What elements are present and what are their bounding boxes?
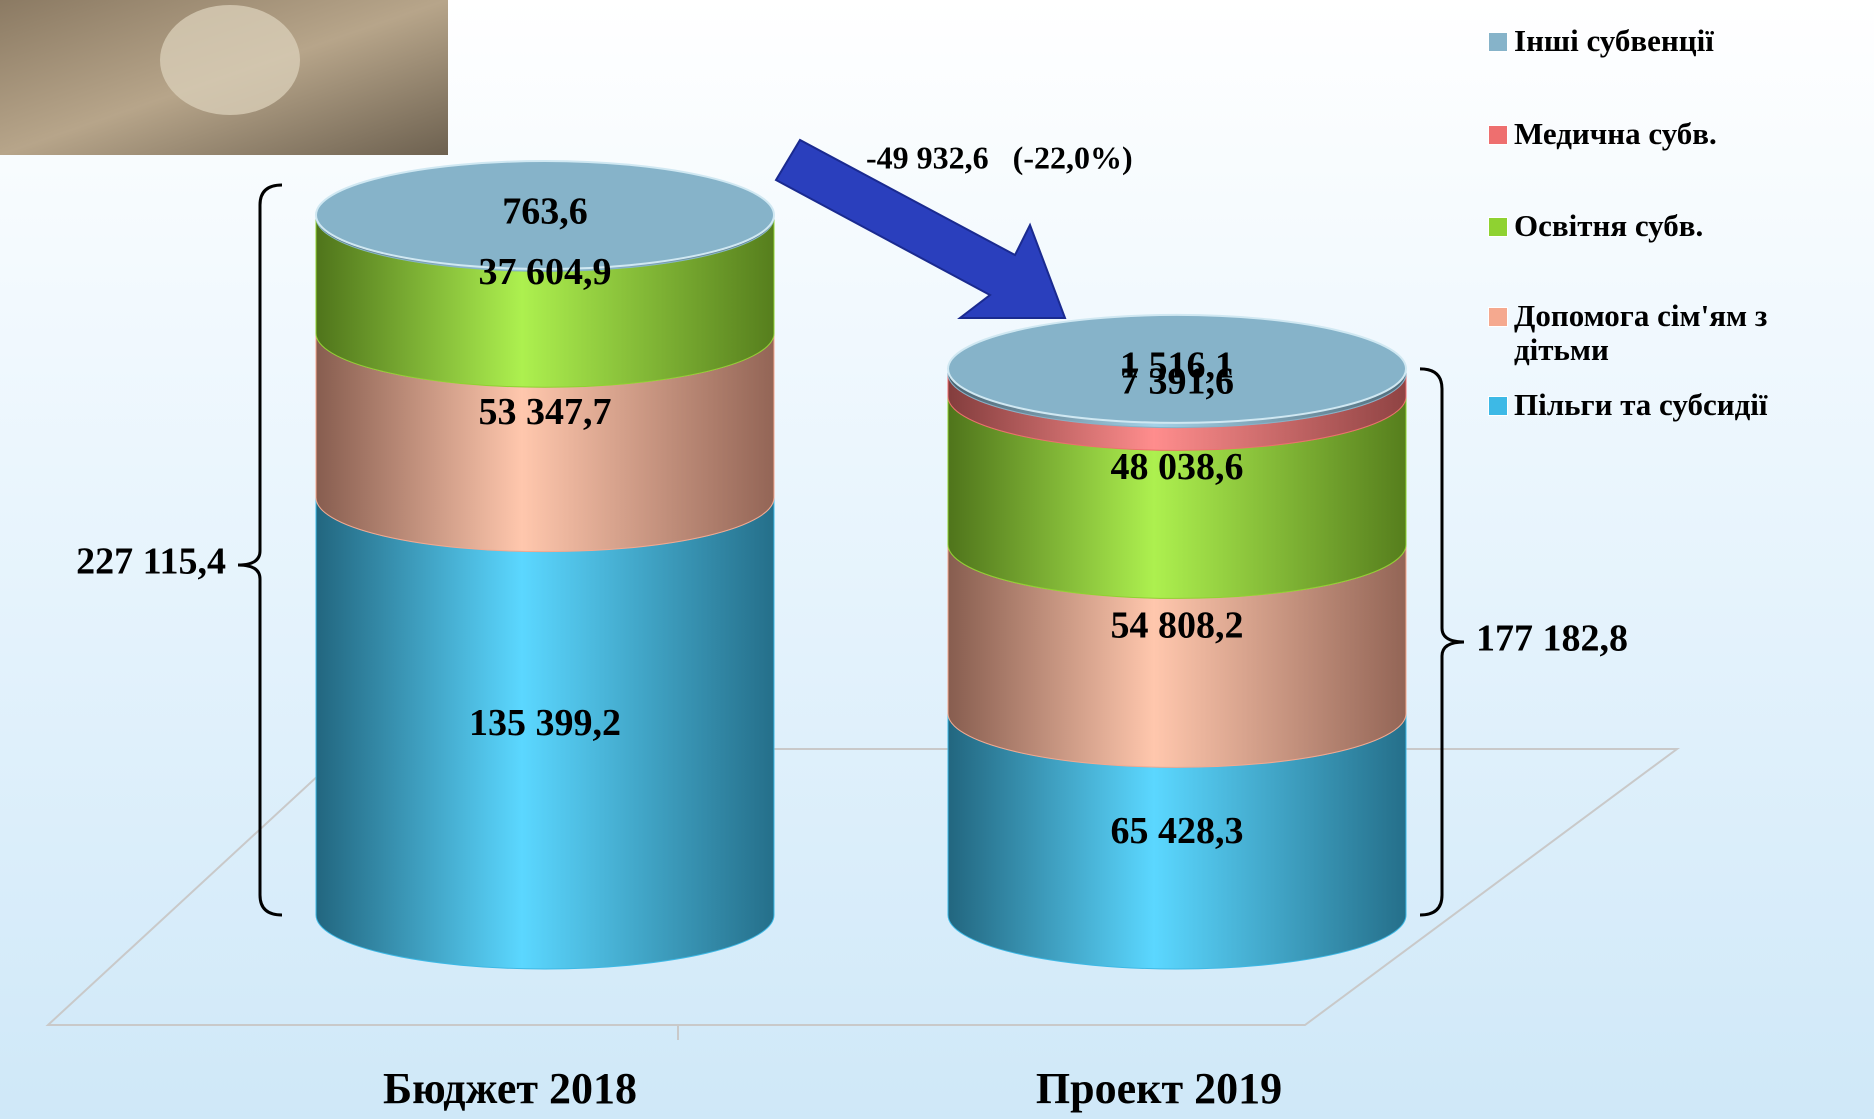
legend-swatch xyxy=(1488,307,1508,327)
total-bracket xyxy=(237,183,283,917)
value-label: 65 428,3 xyxy=(1111,810,1244,852)
legend-item: Пільги та субсидії xyxy=(1488,388,1868,422)
change-annotation: -49 932,6 (-22,0%) xyxy=(866,139,1133,175)
x-tick-label: Проект 2019 xyxy=(1036,1064,1282,1113)
legend-label: Медична субв. xyxy=(1514,116,1717,151)
legend-label: Допомога сім'ям з дітьми xyxy=(1514,298,1768,367)
legend-label: Освітня субв. xyxy=(1514,208,1704,243)
value-label: 1 516,1 xyxy=(1120,345,1234,387)
legend-swatch xyxy=(1488,125,1508,145)
value-label: 53 347,7 xyxy=(479,391,612,433)
total-label: 227 115,4 xyxy=(76,541,226,583)
legend-label: Інші субвенції xyxy=(1514,23,1714,58)
floor xyxy=(45,748,1681,1026)
value-label: 48 038,6 xyxy=(1111,446,1244,488)
legend-swatch xyxy=(1488,217,1508,237)
value-label: 135 399,2 xyxy=(469,702,621,744)
value-label: 7 391,6 xyxy=(1120,361,1234,403)
legend-item: Освітня субв. xyxy=(1488,209,1868,243)
legend-swatch xyxy=(1488,32,1508,52)
legend-label: Пільги та субсидії xyxy=(1514,387,1768,422)
cylinder-cap xyxy=(947,313,1407,424)
cylinder-cap xyxy=(315,160,775,270)
legend-swatch xyxy=(1488,396,1508,416)
legend-item: Медична субв. xyxy=(1488,117,1868,151)
legend-item: Інші субвенції xyxy=(1488,24,1868,58)
total-label: 177 182,8 xyxy=(1476,618,1628,660)
photo-bag xyxy=(160,5,300,115)
value-label: 37 604,9 xyxy=(479,251,612,293)
value-label: 763,6 xyxy=(502,191,588,233)
change-arrow xyxy=(774,138,1067,319)
legend-item: Допомога сім'ям з дітьми xyxy=(1488,299,1868,367)
value-label: 54 808,2 xyxy=(1111,605,1244,647)
total-bracket xyxy=(1419,367,1465,917)
x-tick-label: Бюджет 2018 xyxy=(383,1064,637,1113)
